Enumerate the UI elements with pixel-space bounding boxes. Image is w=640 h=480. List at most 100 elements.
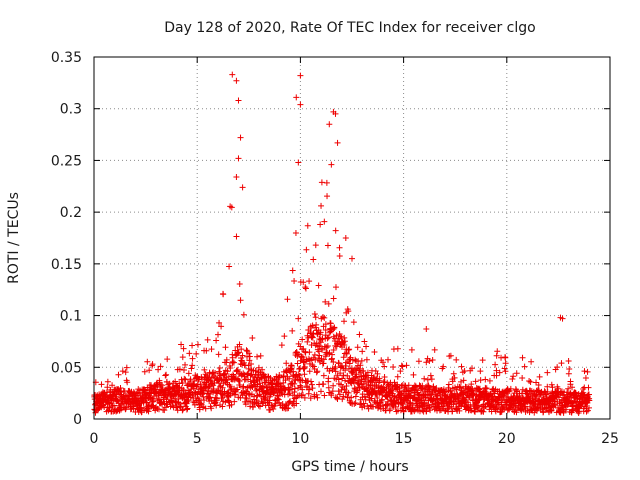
- data-point: [295, 371, 302, 378]
- data-point: [294, 360, 301, 367]
- data-point: [314, 330, 321, 337]
- data-point: [371, 349, 378, 356]
- data-point: [320, 372, 327, 379]
- data-point: [336, 244, 343, 251]
- data-point: [584, 407, 591, 414]
- data-point: [456, 383, 463, 390]
- data-point: [216, 319, 223, 326]
- data-point: [403, 362, 410, 369]
- data-point: [509, 375, 516, 382]
- data-point: [306, 386, 313, 393]
- data-point: [329, 388, 336, 395]
- data-point: [317, 329, 324, 336]
- data-point: [352, 356, 359, 363]
- data-point: [565, 357, 572, 364]
- data-point: [255, 364, 262, 371]
- data-point: [429, 357, 436, 364]
- data-point: [359, 348, 366, 355]
- data-point: [320, 356, 327, 363]
- data-point: [185, 370, 192, 377]
- data-point: [467, 403, 474, 410]
- data-point: [246, 353, 253, 360]
- data-point: [332, 227, 339, 234]
- data-point: [238, 346, 245, 353]
- data-point: [213, 337, 220, 344]
- data-point: [324, 335, 331, 342]
- data-point: [164, 356, 171, 363]
- data-point: [208, 405, 215, 412]
- data-point: [298, 392, 305, 399]
- data-point: [310, 256, 317, 263]
- data-point: [245, 390, 252, 397]
- data-point: [306, 368, 313, 375]
- data-point: [345, 346, 352, 353]
- data-point: [569, 384, 576, 391]
- data-point: [364, 402, 371, 409]
- data-point: [323, 344, 330, 351]
- data-point: [510, 373, 517, 380]
- data-point: [236, 381, 243, 388]
- data-point: [212, 369, 219, 376]
- data-point: [149, 361, 156, 368]
- data-point: [297, 382, 304, 389]
- y-tick-label: 0: [73, 412, 82, 428]
- data-point: [334, 139, 341, 146]
- data-point: [456, 407, 463, 414]
- data-point: [123, 364, 130, 371]
- data-point: [431, 346, 438, 353]
- data-point: [163, 371, 170, 378]
- data-point: [323, 179, 330, 186]
- data-point: [249, 334, 256, 341]
- data-point: [471, 408, 478, 415]
- data-point: [427, 407, 434, 414]
- data-point: [145, 408, 152, 415]
- chart-title: Day 128 of 2020, Rate Of TEC Index for r…: [164, 20, 535, 36]
- data-point: [358, 357, 365, 364]
- data-point: [278, 342, 285, 349]
- data-point: [303, 246, 310, 253]
- data-point: [229, 71, 236, 78]
- data-point: [365, 405, 372, 412]
- data-point: [227, 365, 234, 372]
- data-point: [201, 366, 208, 373]
- data-point: [560, 392, 567, 399]
- data-point: [428, 376, 435, 383]
- data-point: [236, 341, 243, 348]
- data-point: [237, 297, 244, 304]
- data-point: [219, 403, 226, 410]
- data-point: [319, 313, 326, 320]
- data-point: [502, 360, 509, 367]
- data-point: [477, 377, 484, 384]
- y-tick-label: 0.1: [60, 309, 82, 325]
- data-point: [321, 218, 328, 225]
- data-point: [237, 134, 244, 141]
- data-point: [352, 393, 359, 400]
- data-point: [119, 368, 126, 375]
- data-point: [250, 403, 257, 410]
- data-point: [179, 407, 186, 414]
- data-point: [330, 347, 337, 354]
- data-point: [297, 377, 304, 384]
- data-point: [502, 354, 509, 361]
- data-point: [215, 351, 222, 358]
- data-point: [233, 77, 240, 84]
- data-point: [253, 387, 260, 394]
- data-point: [180, 366, 187, 373]
- data-point: [346, 346, 353, 353]
- data-point: [233, 233, 240, 240]
- data-point: [153, 386, 160, 393]
- data-point: [328, 392, 335, 399]
- data-point: [427, 385, 434, 392]
- data-point: [586, 397, 593, 404]
- data-point: [113, 396, 120, 403]
- data-point: [387, 405, 394, 412]
- data-point: [332, 368, 339, 375]
- data-point: [364, 369, 371, 376]
- data-point: [300, 279, 307, 286]
- data-point: [182, 376, 189, 383]
- data-point: [99, 402, 106, 409]
- data-point: [122, 369, 129, 376]
- data-point: [572, 390, 579, 397]
- data-point: [248, 360, 255, 367]
- data-point: [259, 400, 266, 407]
